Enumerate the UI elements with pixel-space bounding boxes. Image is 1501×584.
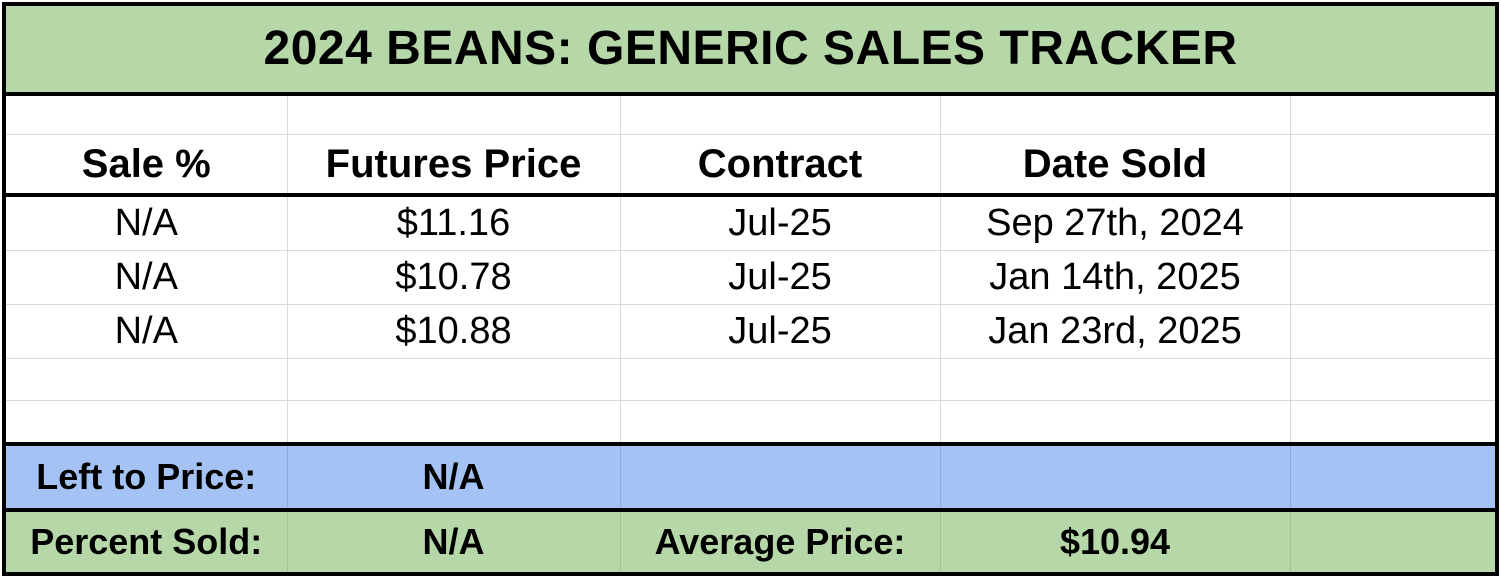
empty-cell[interactable] — [619, 358, 941, 401]
cell-sale-pct[interactable]: N/A — [3, 194, 288, 251]
percent-sold-value[interactable]: N/A — [286, 509, 621, 575]
empty-cell[interactable] — [1289, 509, 1498, 575]
cell-futures-price[interactable]: $11.16 — [286, 194, 621, 251]
empty-cell[interactable] — [939, 400, 1291, 445]
table-row: N/A $10.78 Jul-25 Jan 14th, 2025 — [3, 250, 1498, 305]
percent-sold-row: Percent Sold: N/A Average Price: $10.94 — [3, 509, 1498, 575]
cell-date-sold[interactable]: Jan 23rd, 2025 — [939, 304, 1291, 359]
header-sale-pct[interactable]: Sale % — [3, 134, 288, 197]
spacer-row — [3, 93, 1498, 135]
average-price-label[interactable]: Average Price: — [619, 509, 941, 575]
cell-sale-pct[interactable]: N/A — [3, 250, 288, 305]
empty-cell[interactable] — [286, 400, 621, 445]
empty-row — [3, 400, 1498, 445]
spacer-cell[interactable] — [3, 93, 288, 135]
empty-cell[interactable] — [286, 358, 621, 401]
table-row: N/A $11.16 Jul-25 Sep 27th, 2024 — [3, 194, 1498, 251]
cell-futures-price[interactable]: $10.78 — [286, 250, 621, 305]
page-title: 2024 BEANS: GENERIC SALES TRACKER — [4, 3, 1498, 96]
spacer-cell[interactable] — [939, 93, 1291, 135]
cell-contract[interactable]: Jul-25 — [619, 194, 941, 251]
empty-cell[interactable] — [1289, 442, 1498, 512]
cell-empty[interactable] — [1289, 194, 1498, 251]
empty-cell[interactable] — [3, 358, 288, 401]
cell-sale-pct[interactable]: N/A — [3, 304, 288, 359]
spacer-cell[interactable] — [619, 93, 941, 135]
empty-cell[interactable] — [939, 442, 1291, 512]
empty-cell[interactable] — [619, 400, 941, 445]
header-futures-price[interactable]: Futures Price — [286, 134, 621, 197]
empty-cell[interactable] — [1289, 400, 1498, 445]
empty-cell[interactable] — [619, 442, 941, 512]
cell-empty[interactable] — [1289, 304, 1498, 359]
empty-row — [3, 358, 1498, 401]
column-header-row: Sale % Futures Price Contract Date Sold — [3, 134, 1498, 197]
header-date-sold[interactable]: Date Sold — [939, 134, 1291, 197]
header-contract[interactable]: Contract — [619, 134, 941, 197]
empty-cell[interactable] — [939, 358, 1291, 401]
left-to-price-value[interactable]: N/A — [286, 442, 621, 512]
cell-date-sold[interactable]: Jan 14th, 2025 — [939, 250, 1291, 305]
table-row: N/A $10.88 Jul-25 Jan 23rd, 2025 — [3, 304, 1498, 359]
left-to-price-row: Left to Price: N/A — [3, 442, 1498, 512]
cell-date-sold[interactable]: Sep 27th, 2024 — [939, 194, 1291, 251]
empty-cell[interactable] — [3, 400, 288, 445]
spacer-cell[interactable] — [1289, 93, 1498, 135]
cell-contract[interactable]: Jul-25 — [619, 304, 941, 359]
spacer-cell[interactable] — [286, 93, 621, 135]
percent-sold-label[interactable]: Percent Sold: — [3, 509, 288, 575]
title-row: 2024 BEANS: GENERIC SALES TRACKER — [4, 3, 1498, 96]
average-price-value[interactable]: $10.94 — [939, 509, 1291, 575]
header-empty[interactable] — [1289, 134, 1498, 197]
left-to-price-label[interactable]: Left to Price: — [3, 442, 288, 512]
cell-empty[interactable] — [1289, 250, 1498, 305]
cell-futures-price[interactable]: $10.88 — [286, 304, 621, 359]
empty-cell[interactable] — [1289, 358, 1498, 401]
cell-contract[interactable]: Jul-25 — [619, 250, 941, 305]
